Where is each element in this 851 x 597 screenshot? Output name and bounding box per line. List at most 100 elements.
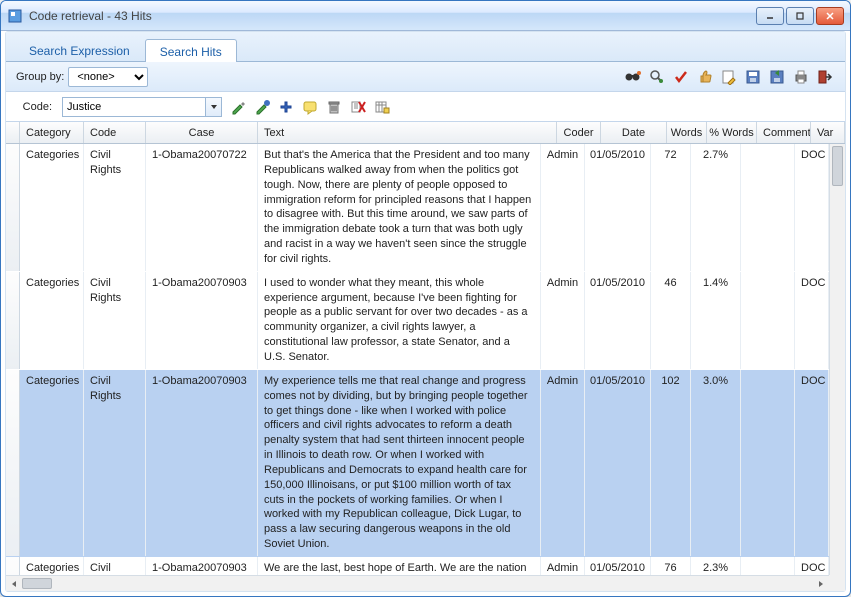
cell: 01/05/2010 bbox=[585, 557, 651, 575]
tab-search-expression[interactable]: Search Expression bbox=[14, 38, 145, 61]
maximize-button[interactable] bbox=[786, 7, 814, 25]
cell: I used to wonder what they meant, this w… bbox=[258, 272, 541, 369]
group-by-select[interactable]: <none> bbox=[68, 67, 148, 87]
col-comment[interactable]: Comment bbox=[757, 122, 811, 143]
checkmark-icon[interactable] bbox=[671, 67, 691, 87]
group-toolbar: Group by: <none> bbox=[6, 62, 845, 92]
cell: Civil Rights bbox=[84, 144, 146, 271]
code-dropdown-button[interactable] bbox=[205, 98, 221, 116]
titlebar[interactable]: Code retrieval - 43 Hits bbox=[1, 1, 850, 31]
hscroll-left-arrow[interactable] bbox=[6, 576, 22, 591]
minimize-button[interactable] bbox=[756, 7, 784, 25]
cell: 01/05/2010 bbox=[585, 144, 651, 271]
cell: Civil Rights bbox=[84, 557, 146, 575]
cell bbox=[741, 557, 795, 575]
code-input[interactable] bbox=[63, 100, 205, 114]
row-header-corner[interactable] bbox=[6, 122, 20, 143]
table-row[interactable]: CategoriesCivil Rights1-Obama20070903My … bbox=[6, 370, 829, 557]
cell: 1-Obama20070722 bbox=[146, 144, 258, 271]
tab-strip: Search Expression Search Hits bbox=[6, 32, 845, 62]
cell: DOC bbox=[795, 370, 829, 556]
exit-door-icon[interactable] bbox=[815, 67, 835, 87]
cell: Admin bbox=[541, 557, 585, 575]
cell bbox=[741, 144, 795, 271]
column-options-icon[interactable] bbox=[372, 97, 392, 117]
cell bbox=[6, 272, 20, 369]
code-icon-row bbox=[228, 97, 392, 117]
code-label: Code: bbox=[16, 101, 52, 113]
code-combo[interactable] bbox=[62, 97, 222, 117]
cell: DOC bbox=[795, 144, 829, 271]
grid-header: Category Code Case Text Coder Date Words… bbox=[6, 122, 845, 144]
close-button[interactable] bbox=[816, 7, 844, 25]
col-words[interactable]: Words bbox=[667, 122, 707, 143]
tab-search-hits[interactable]: Search Hits bbox=[145, 39, 237, 62]
cell: But that's the America that the Presiden… bbox=[258, 144, 541, 271]
save-disk-icon[interactable] bbox=[743, 67, 763, 87]
open-folder-icon[interactable] bbox=[767, 67, 787, 87]
group-by-label: Group by: bbox=[16, 71, 64, 83]
cell: Categories bbox=[20, 272, 84, 369]
grid-body[interactable]: CategoriesCivil Rights1-Obama20070722But… bbox=[6, 144, 829, 575]
note-yellow-icon[interactable] bbox=[300, 97, 320, 117]
table-row[interactable]: CategoriesCivil Rights1-Obama20070722But… bbox=[6, 144, 829, 272]
col-category[interactable]: Category bbox=[20, 122, 84, 143]
code-toolbar: Code: bbox=[6, 92, 845, 122]
cell: Categories bbox=[20, 557, 84, 575]
cell: 1-Obama20070903 bbox=[146, 557, 258, 575]
pen-green-icon[interactable] bbox=[228, 97, 248, 117]
cell: 1.4% bbox=[691, 272, 741, 369]
column-delete-icon[interactable] bbox=[348, 97, 368, 117]
delete-trash-icon[interactable] bbox=[324, 97, 344, 117]
cell: 01/05/2010 bbox=[585, 370, 651, 556]
printer-icon[interactable] bbox=[791, 67, 811, 87]
cell bbox=[741, 370, 795, 556]
cell: 3.0% bbox=[691, 370, 741, 556]
window-title: Code retrieval - 43 Hits bbox=[29, 9, 756, 23]
cell: 1-Obama20070903 bbox=[146, 370, 258, 556]
cell: My experience tells me that real change … bbox=[258, 370, 541, 556]
cell: DOC bbox=[795, 272, 829, 369]
app-icon bbox=[7, 8, 23, 24]
cell: Categories bbox=[20, 144, 84, 271]
cell: 2.3% bbox=[691, 557, 741, 575]
hscroll-right-arrow[interactable] bbox=[813, 576, 829, 591]
vertical-scrollbar[interactable] bbox=[829, 144, 845, 575]
col-date[interactable]: Date bbox=[601, 122, 667, 143]
plus-blue-icon[interactable] bbox=[276, 97, 296, 117]
col-pct-words[interactable]: % Words bbox=[707, 122, 757, 143]
cell: 72 bbox=[651, 144, 691, 271]
app-window: Code retrieval - 43 Hits Search Expressi… bbox=[0, 0, 851, 597]
magnifier-icon[interactable] bbox=[647, 67, 667, 87]
results-grid: Category Code Case Text Coder Date Words… bbox=[6, 122, 845, 591]
cell: 2.7% bbox=[691, 144, 741, 271]
cell: Civil Rights bbox=[84, 272, 146, 369]
scroll-corner bbox=[829, 575, 845, 591]
pen-blue-icon[interactable] bbox=[252, 97, 272, 117]
col-var[interactable]: Var bbox=[811, 122, 845, 143]
col-coder[interactable]: Coder bbox=[557, 122, 601, 143]
vscroll-thumb[interactable] bbox=[832, 146, 843, 186]
cell bbox=[6, 144, 20, 271]
cell: 1-Obama20070903 bbox=[146, 272, 258, 369]
cell bbox=[741, 272, 795, 369]
cell: 46 bbox=[651, 272, 691, 369]
thumbs-up-icon[interactable] bbox=[695, 67, 715, 87]
table-row[interactable]: CategoriesCivil Rights1-Obama20070903I u… bbox=[6, 272, 829, 370]
cell: Admin bbox=[541, 370, 585, 556]
horizontal-scrollbar[interactable] bbox=[6, 575, 829, 591]
col-case[interactable]: Case bbox=[146, 122, 258, 143]
cell: DOC bbox=[795, 557, 829, 575]
cell: 76 bbox=[651, 557, 691, 575]
table-row[interactable]: CategoriesCivil Rights1-Obama20070903We … bbox=[6, 557, 829, 575]
col-code[interactable]: Code bbox=[84, 122, 146, 143]
hscroll-thumb[interactable] bbox=[22, 578, 52, 589]
edit-pencil-icon[interactable] bbox=[719, 67, 739, 87]
binoculars-keyword-icon[interactable] bbox=[623, 67, 643, 87]
cell: 01/05/2010 bbox=[585, 272, 651, 369]
cell: Admin bbox=[541, 144, 585, 271]
col-text[interactable]: Text bbox=[258, 122, 557, 143]
cell: 102 bbox=[651, 370, 691, 556]
cell: Civil Rights bbox=[84, 370, 146, 556]
cell bbox=[6, 557, 20, 575]
